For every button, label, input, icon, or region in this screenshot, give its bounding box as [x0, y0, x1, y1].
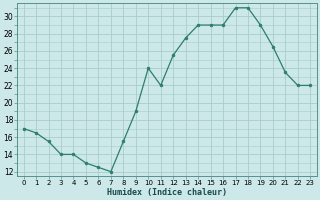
X-axis label: Humidex (Indice chaleur): Humidex (Indice chaleur) — [107, 188, 227, 197]
